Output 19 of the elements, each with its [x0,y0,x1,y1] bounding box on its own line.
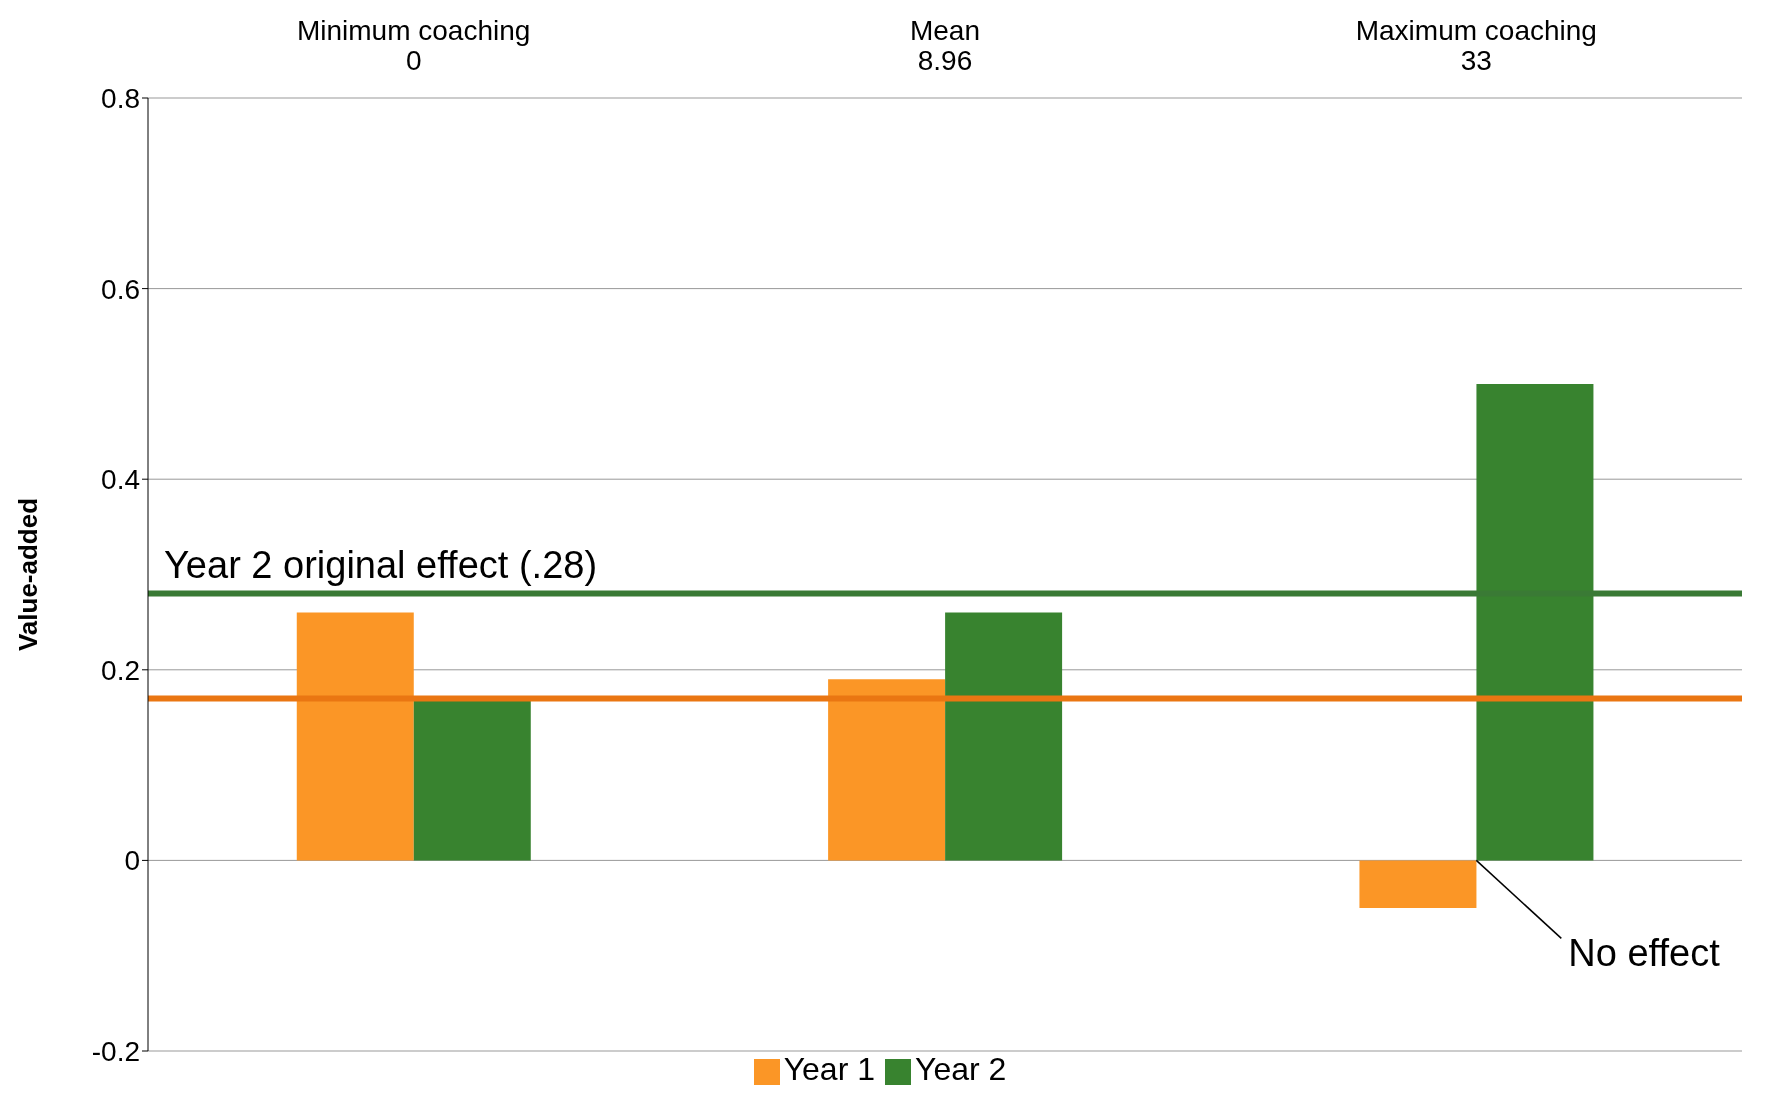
y-tick-label: 0.2 [101,654,140,686]
bar [945,612,1063,861]
legend-label: Year 1 [783,1051,875,1087]
bar [828,679,946,861]
legend-label: Year 2 [915,1051,1007,1087]
x-tick-label: Minimum coaching 0 [296,15,531,76]
x-tick-label: Maximum coaching 33 [1355,15,1597,76]
x-tick-label: Mean 8.96 [909,15,981,76]
ref-line-label: Year 2 original effect (.28) [164,543,598,586]
y-axis-title: Value-added [13,497,44,652]
y-tick-label: 0.8 [101,82,140,114]
bar [296,612,414,861]
y-tick-label: -0.2 [91,1035,140,1067]
bar [413,698,531,861]
annotation: No effect [1568,932,1721,975]
y-tick-label: 0.4 [101,464,140,496]
y-tick-label: 0 [124,845,140,877]
bar [1359,860,1477,909]
y-tick-label: 0.6 [101,273,140,305]
